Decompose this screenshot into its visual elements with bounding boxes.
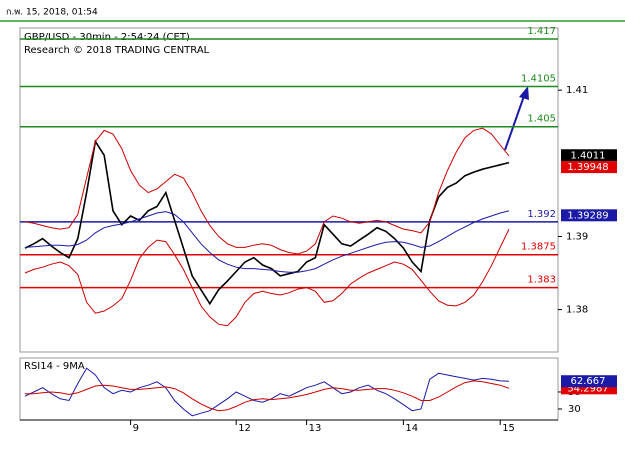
y-tick-label: 30 (568, 404, 581, 415)
level-label: 1.383 (527, 275, 556, 286)
price-panel (19, 27, 559, 353)
chart-subtitle: Research © 2018 TRADING CENTRAL (24, 45, 210, 56)
rsi-title: RSI14 - 9MA (24, 361, 85, 372)
y-tick-label: 1.38 (566, 305, 588, 316)
arrow-head (519, 86, 529, 100)
price-tag (561, 209, 617, 222)
forecast-arrow (504, 95, 525, 151)
price-tag-label: 54.2987 (567, 383, 608, 394)
price-tag (561, 375, 617, 388)
series-line (24, 210, 510, 273)
price-tag (561, 161, 617, 174)
level-label: 1.4105 (521, 74, 556, 85)
y-tick-label: 1.39 (566, 231, 588, 242)
chart-title: GBP/USD - 30min - 2:54:24 (CET) (24, 32, 190, 43)
y-tick-label: 1.41 (566, 85, 588, 96)
level-label: 1.3875 (521, 242, 556, 253)
price-tag (561, 149, 617, 162)
level-label: 1.392 (527, 209, 556, 220)
series-line (24, 139, 510, 306)
series-line (24, 228, 510, 327)
x-tick-label: 14 (405, 423, 418, 434)
level-label: 1.417 (527, 26, 556, 37)
price-tag-label: 62.667 (571, 376, 606, 387)
x-tick-label: 12 (238, 423, 251, 434)
price-tag-label: 1.39948 (567, 162, 608, 173)
level-label: 1.405 (527, 114, 556, 125)
price-tag-label: 1.4011 (571, 150, 606, 161)
series-line (24, 127, 510, 255)
x-tick-label: 9 (133, 423, 139, 434)
series-line (25, 380, 510, 412)
x-tick-label: 15 (502, 423, 515, 434)
series-line (24, 367, 510, 417)
x-tick-label: 13 (309, 423, 322, 434)
timestamp: ก.พ. 15, 2018, 01:54 (6, 8, 98, 18)
price-tag-label: 1.39289 (567, 210, 608, 221)
